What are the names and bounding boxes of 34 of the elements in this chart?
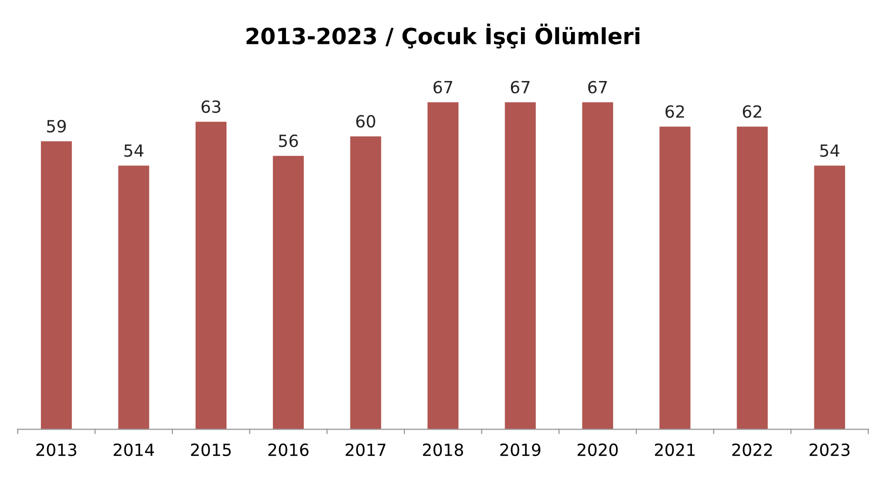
data-label: 56 — [279, 134, 298, 148]
data-label: 67 — [434, 80, 452, 94]
data-label: 63 — [202, 100, 220, 113]
data-label: 62 — [666, 105, 684, 118]
data-label: 60 — [356, 114, 376, 128]
x-tick-label: 2022 — [732, 443, 772, 456]
x-tick-label: 2020 — [578, 443, 618, 456]
x-tick-label: 2019 — [500, 443, 540, 456]
bar — [350, 136, 382, 430]
x-tick-label: 2021 — [654, 443, 695, 456]
data-label: 54 — [820, 144, 840, 157]
bar — [582, 102, 614, 430]
x-tick-label: 2015 — [191, 443, 231, 456]
bar — [504, 102, 536, 430]
x-tick-label: 2018 — [423, 443, 464, 456]
bar — [814, 166, 846, 430]
x-tick-label: 2013 — [36, 443, 76, 456]
bar — [428, 102, 458, 430]
x-tick-label: 2014 — [114, 443, 154, 456]
data-label: 54 — [124, 144, 144, 157]
bar — [40, 141, 72, 430]
bar — [118, 166, 150, 430]
bar — [272, 156, 304, 430]
x-tick-label: 2017 — [346, 443, 386, 456]
bar — [660, 126, 690, 430]
bar — [196, 122, 226, 430]
data-label: 59 — [47, 120, 66, 132]
data-label: 67 — [588, 80, 607, 94]
x-tick-label: 2016 — [268, 443, 309, 456]
data-label: 62 — [742, 105, 762, 118]
x-tick-label: 2023 — [810, 443, 850, 456]
data-label: 67 — [510, 80, 530, 94]
bar — [736, 126, 768, 430]
chart-title: 2013-2023 / Çocuk İşçi Ölümleri — [246, 24, 640, 48]
